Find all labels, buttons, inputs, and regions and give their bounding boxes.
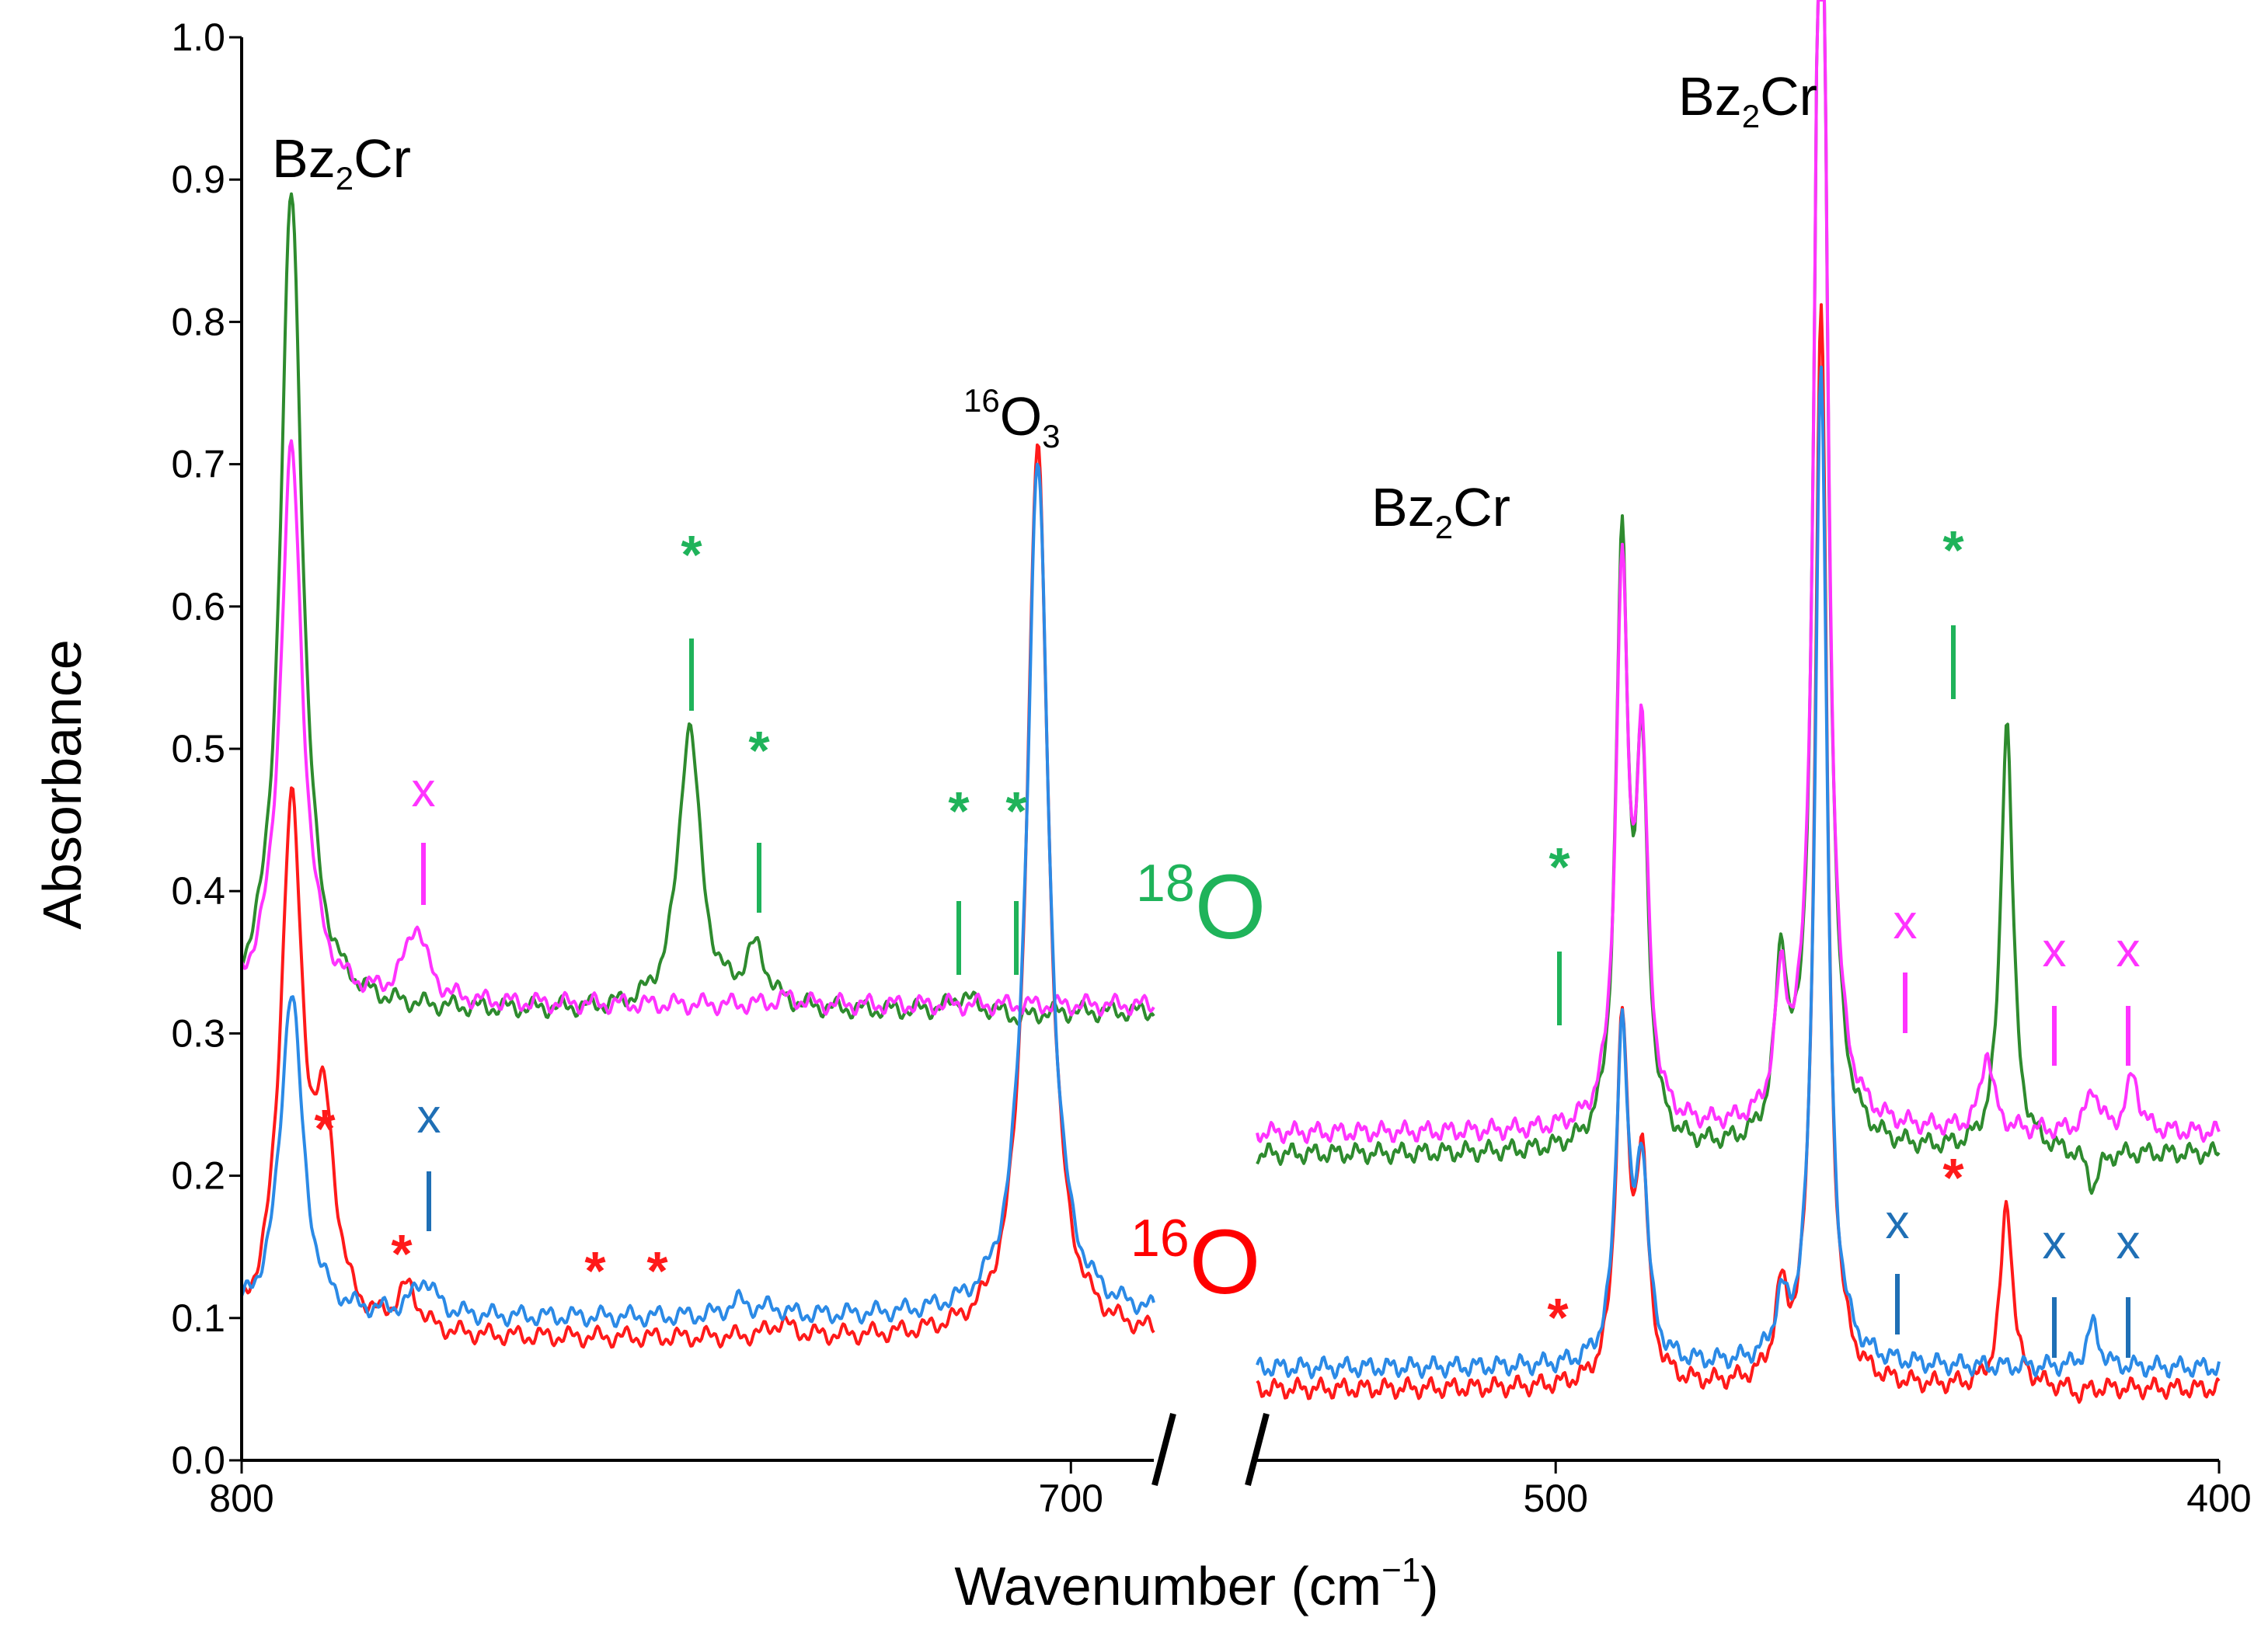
x-marker: x <box>2116 924 2141 977</box>
annotation-main: O <box>1190 1211 1261 1314</box>
star-marker: * <box>1547 1287 1569 1348</box>
annotation-sup: 16 <box>1131 1209 1190 1268</box>
x-marker: x <box>2043 1216 2067 1269</box>
star-marker: * <box>948 781 970 841</box>
x-tick-label: 500 <box>1523 1477 1587 1520</box>
y-tick-label: 0.6 <box>171 585 225 628</box>
x-tick-label: 700 <box>1039 1477 1103 1520</box>
x-marker: x <box>2116 1216 2141 1269</box>
y-tick-label: 0.7 <box>171 443 225 486</box>
spectrum-magenta-right <box>1256 0 2221 1144</box>
annotation-label: Bz2Cr <box>1371 477 1510 545</box>
x-marker: x <box>417 1090 441 1143</box>
axis-break-slash-1 <box>1151 1412 1176 1487</box>
annotation-sub: 2 <box>1742 98 1760 134</box>
star-marker: * <box>584 1240 606 1301</box>
star-marker: * <box>1942 520 1964 580</box>
star-marker: * <box>1005 781 1027 841</box>
annotation-label: 16O3 <box>963 382 1061 454</box>
annotation-sup: 16 <box>963 382 1000 419</box>
y-tick-label: 0.0 <box>171 1439 225 1482</box>
annotation-sup: 18 <box>1136 854 1195 913</box>
annotation-tail: Cr <box>1760 66 1817 127</box>
annotation-tail: Cr <box>1453 477 1510 538</box>
x-axis-label: Wavenumber (cm−1) <box>954 1551 1438 1616</box>
x-ticks: 800 700 500 400 <box>209 1460 2252 1520</box>
y-tick-label: 0.8 <box>171 300 225 343</box>
annotation-main: Bz <box>1371 477 1435 538</box>
star-marker: * <box>681 524 702 585</box>
x-axis-label-base: Wavenumber (cm <box>954 1556 1381 1616</box>
annotation-main: O <box>1000 386 1042 447</box>
star-marker: * <box>391 1223 413 1284</box>
axis-break-slash-2 <box>1245 1412 1270 1487</box>
spectrum-blue-left <box>240 462 1155 1328</box>
annotation-tail: Cr <box>354 128 411 189</box>
annotation-sub: 2 <box>1435 509 1453 545</box>
annotation-sub: 2 <box>336 160 354 197</box>
annotation-label: 16O <box>1131 1209 1260 1314</box>
spectrum-green-right <box>1256 0 2221 1195</box>
spectrum-green-left <box>240 192 1155 1026</box>
star-marker: * <box>748 720 770 781</box>
x-tick-label: 800 <box>209 1477 273 1520</box>
x-axis-label-exp: −1 <box>1381 1551 1420 1589</box>
peak-markers: *** ***xxx xxx x x** * *** <box>314 520 2141 1358</box>
x-marker: x <box>1893 896 1918 949</box>
spectrum-blue-right <box>1256 365 2221 1380</box>
star-marker: * <box>1942 1147 1964 1208</box>
y-tick-label: 1.0 <box>171 16 225 59</box>
x-axis-label-close: ) <box>1420 1556 1438 1616</box>
spectrum-red-right <box>1256 303 2221 1404</box>
y-tick-label: 0.2 <box>171 1154 225 1198</box>
plot-area <box>240 0 2221 1404</box>
spectrum-magenta-left <box>240 439 1155 1018</box>
x-tick-label: 400 <box>2186 1477 2251 1520</box>
annotation-main: O <box>1195 856 1266 959</box>
y-ticks: 0.0 0.1 0.2 0.3 0.4 0.5 0.6 0.7 0.8 0.9 1.0 <box>171 16 242 1482</box>
annotation-sub: 3 <box>1042 418 1060 454</box>
x-marker: x <box>1886 1195 1910 1249</box>
star-marker: * <box>1549 837 1570 897</box>
annotation-label: Bz2Cr <box>272 128 411 197</box>
y-tick-label: 0.4 <box>171 869 225 913</box>
y-tick-label: 0.9 <box>171 158 225 201</box>
annotation-label: 18O <box>1136 854 1266 959</box>
y-tick-label: 0.3 <box>171 1011 225 1055</box>
x-marker: x <box>412 764 436 817</box>
axis-break <box>1151 1412 1270 1487</box>
x-marker: x <box>2043 924 2067 977</box>
star-marker: * <box>314 1098 336 1159</box>
annotation-main: Bz <box>1678 66 1742 127</box>
y-axis-label: Absorbance <box>32 639 92 930</box>
star-marker: * <box>646 1240 668 1301</box>
y-tick-label: 0.5 <box>171 727 225 771</box>
annotation-main: Bz <box>272 128 336 189</box>
annotation-label: Bz2Cr <box>1678 66 1817 134</box>
y-tick-label: 0.1 <box>171 1296 225 1340</box>
